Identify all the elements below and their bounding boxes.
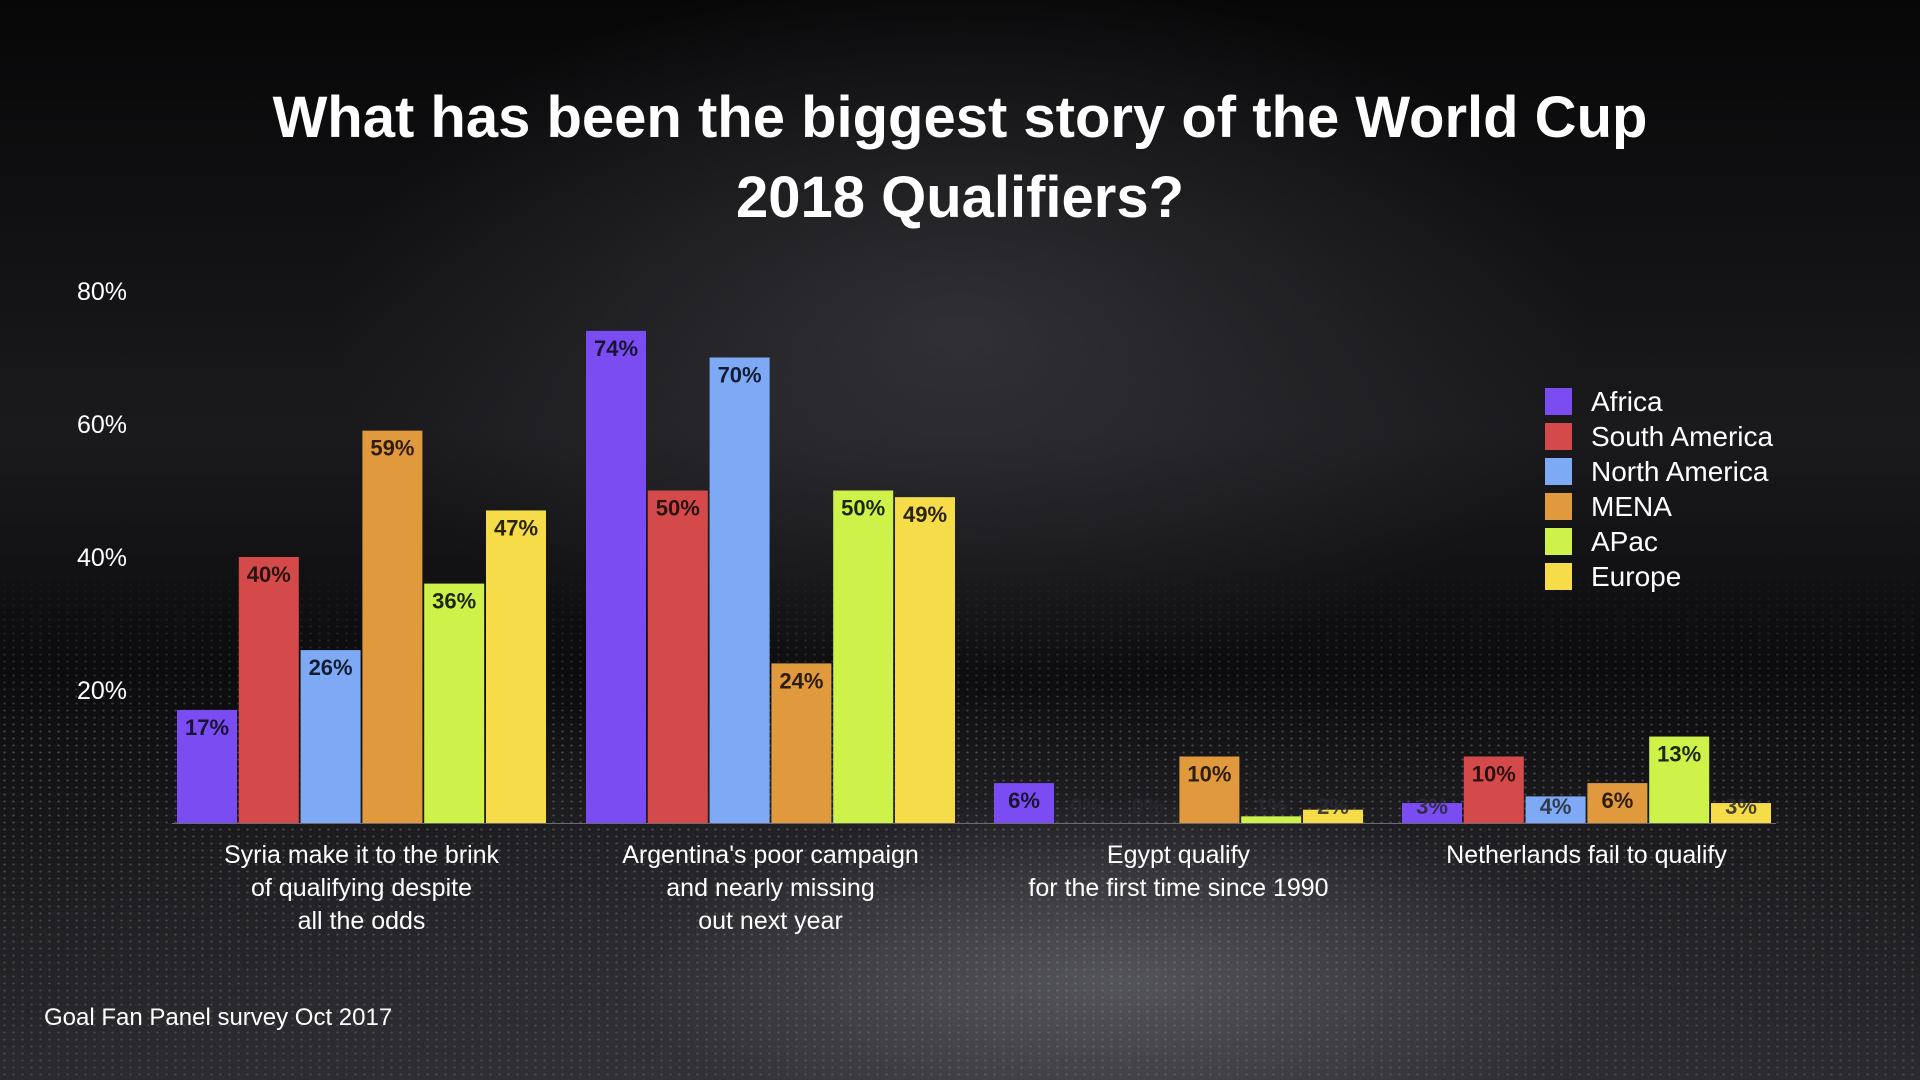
- category-label: Argentina's poor campaign and nearly miss…: [622, 841, 919, 935]
- data-label: 74%: [594, 336, 638, 361]
- bar: [709, 357, 770, 823]
- bar: [647, 490, 708, 823]
- y-tick-label: 20%: [77, 677, 127, 705]
- data-label: 47%: [494, 515, 538, 540]
- bar: [994, 783, 1054, 823]
- data-label: 70%: [718, 363, 762, 388]
- legend-label: Africa: [1591, 385, 1663, 417]
- legend-swatch: [1545, 458, 1572, 485]
- data-label: 0%: [1132, 794, 1164, 819]
- source-note: Goal Fan Panel survey Oct 2017: [44, 1004, 393, 1031]
- legend-swatch: [1545, 563, 1572, 590]
- legend-swatch: [1545, 493, 1572, 520]
- data-label: 24%: [779, 668, 823, 693]
- bar: [1303, 809, 1363, 823]
- bar: [424, 583, 485, 823]
- data-label: 50%: [841, 496, 885, 521]
- legend-swatch: [1545, 528, 1572, 555]
- data-label: 6%: [1602, 788, 1634, 813]
- bar: [1463, 756, 1524, 823]
- legend-label: APac: [1591, 525, 1658, 557]
- data-label: 49%: [903, 502, 947, 527]
- data-label: 50%: [656, 496, 700, 521]
- bar: [771, 663, 832, 823]
- legend-label: North America: [1591, 455, 1769, 487]
- y-tick-label: 80%: [77, 278, 127, 306]
- bar: [1711, 803, 1771, 823]
- bar: [238, 557, 299, 823]
- chart-title-line-2: 2018 Qualifiers?: [735, 165, 1185, 230]
- chart-title-line-1: What has been the biggest story of the W…: [272, 85, 1648, 150]
- legend-label: Europe: [1591, 560, 1682, 592]
- y-tick-label: 40%: [77, 544, 127, 572]
- bar: [833, 490, 894, 823]
- legend-item: South America: [1545, 419, 1773, 454]
- data-label: 10%: [1472, 762, 1516, 787]
- chart-title: What has been the biggest story of the W…: [160, 78, 1760, 238]
- category-label: Egypt qualify for the first time since 19…: [1028, 841, 1328, 902]
- legend-swatch: [1545, 423, 1572, 450]
- data-label: 3%: [1725, 794, 1757, 819]
- data-label: 4%: [1540, 794, 1572, 819]
- legend-swatch: [1545, 388, 1572, 415]
- data-label: 6%: [1008, 788, 1040, 813]
- bar: [1649, 736, 1710, 823]
- bar: [1402, 803, 1462, 823]
- legend-item: Europe: [1545, 559, 1773, 594]
- bar: [895, 497, 955, 823]
- data-label: 40%: [247, 562, 291, 587]
- legend: Africa South America North America MENA APac…: [1545, 384, 1773, 594]
- data-label: 26%: [309, 655, 353, 680]
- category-label: Netherlands fail to qualify: [1446, 841, 1727, 869]
- data-label: 36%: [432, 589, 476, 614]
- data-label: 13%: [1657, 742, 1701, 767]
- legend-item: APac: [1545, 524, 1773, 559]
- bar: [300, 650, 361, 823]
- legend-item: Africa: [1545, 384, 1773, 419]
- bar: [1241, 816, 1302, 823]
- legend-label: South America: [1591, 420, 1774, 452]
- bar: [362, 430, 423, 823]
- data-label: 2%: [1317, 794, 1349, 819]
- bar: [1587, 783, 1648, 823]
- bar: [1179, 756, 1240, 823]
- data-label: 10%: [1187, 762, 1231, 787]
- data-label: 59%: [370, 436, 414, 461]
- data-label: 3%: [1416, 794, 1448, 819]
- bar: [486, 510, 546, 823]
- data-label: 17%: [185, 715, 229, 740]
- bar: [177, 709, 237, 823]
- legend-label: MENA: [1591, 490, 1672, 522]
- category-label: Syria make it to the brink of qualifying …: [224, 841, 500, 935]
- data-label: 1%: [1255, 794, 1287, 819]
- bar: [1525, 796, 1586, 823]
- legend-item: North America: [1545, 454, 1773, 489]
- y-tick-label: 60%: [77, 411, 127, 439]
- bar: [586, 330, 646, 823]
- data-label: 0%: [1070, 794, 1102, 819]
- legend-item: MENA: [1545, 489, 1773, 524]
